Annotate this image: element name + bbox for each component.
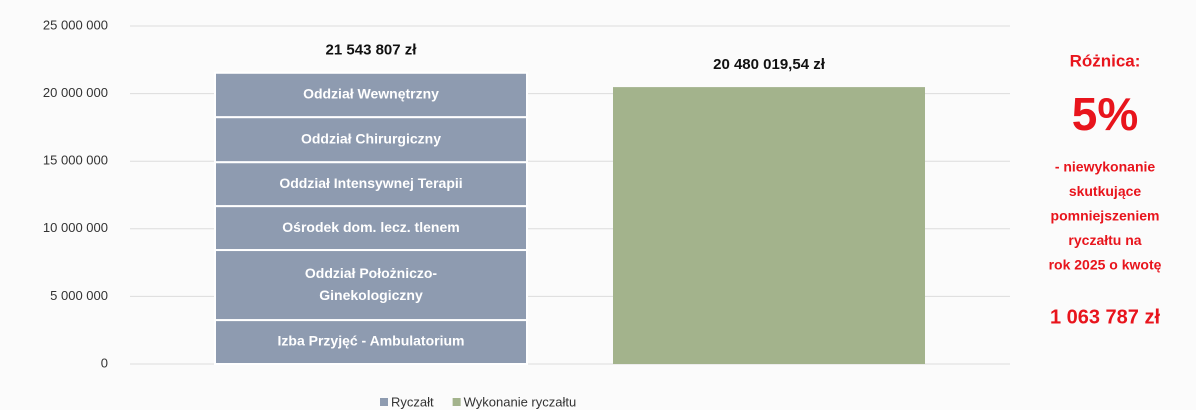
bar-segment — [214, 319, 528, 365]
y-tick-label: 10 000 000 — [43, 220, 108, 235]
legend-label: Wykonanie ryczałtu — [464, 394, 577, 409]
bar — [613, 87, 925, 364]
y-tick-label: 5 000 000 — [50, 288, 108, 303]
bar-segment — [214, 249, 528, 322]
legend-swatch — [452, 398, 461, 406]
y-tick-label: 15 000 000 — [43, 153, 108, 168]
note-percent: 5% — [1072, 88, 1138, 140]
segment-label: Izba Przyjęć - Ambulatorium — [278, 333, 465, 349]
note-line: ryczałtu na — [1068, 232, 1141, 248]
y-tick-label: 20 000 000 — [43, 85, 108, 100]
segment-label: Ośrodek dom. lecz. tlenem — [282, 219, 459, 235]
segment-label: Oddział Intensywnej Terapii — [279, 175, 462, 191]
segment-label: Oddział Położniczo-Ginekologiczny — [305, 265, 438, 303]
segment-label: Oddział Wewnętrzny — [303, 86, 439, 102]
note-line: skutkujące — [1069, 183, 1142, 199]
bar-segment — [214, 71, 528, 119]
y-tick-label: 0 — [101, 355, 108, 370]
note-line: rok 2025 o kwotę — [1049, 257, 1162, 273]
note-line: pomniejszeniem — [1051, 208, 1160, 224]
legend-swatch — [380, 398, 388, 406]
note-line: - niewykonanie — [1055, 159, 1156, 175]
note-amount: 1 063 787 zł — [1050, 306, 1161, 328]
value-label: 20 480 019,54 zł — [713, 56, 826, 73]
segment-label: Oddział Chirurgiczny — [301, 130, 441, 146]
note-heading: Różnica: — [1070, 51, 1141, 70]
legend-label: Ryczałt — [391, 394, 434, 409]
total-label: 21 543 807 zł — [326, 42, 418, 59]
y-tick-label: 25 000 000 — [43, 17, 108, 32]
